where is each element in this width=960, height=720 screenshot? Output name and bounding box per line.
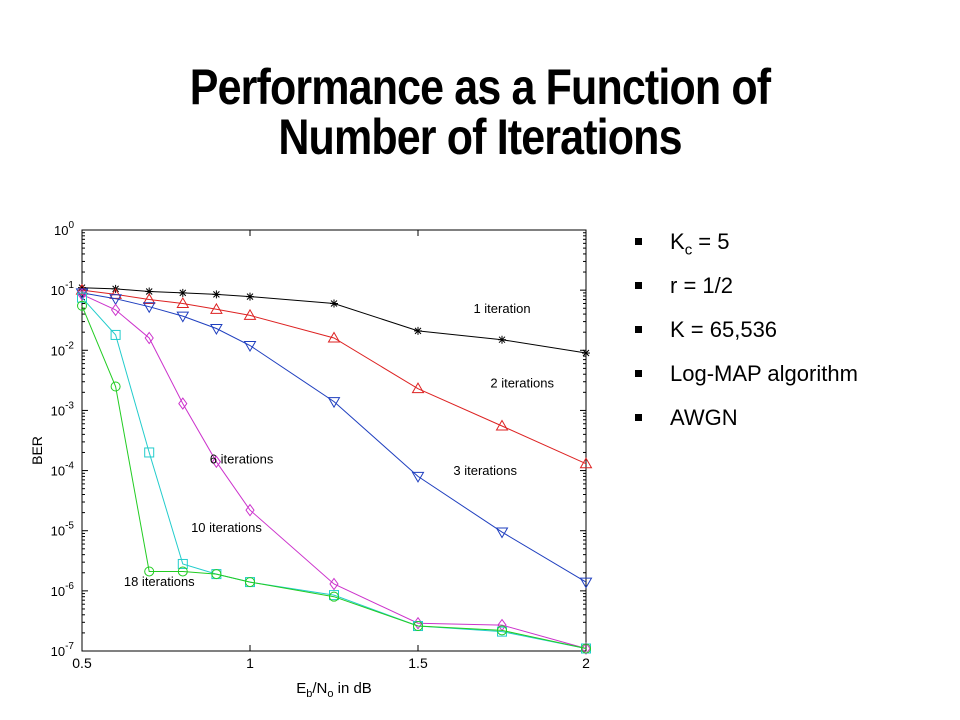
data-point xyxy=(110,329,121,340)
data-point xyxy=(210,324,223,336)
data-point xyxy=(245,577,255,588)
data-point xyxy=(411,471,425,483)
bullet-item: Log-MAP algorithm xyxy=(632,358,858,402)
data-point xyxy=(243,308,257,320)
data-point xyxy=(582,349,590,358)
bullet-marker xyxy=(635,326,642,333)
bullet-item: r = 1/2 xyxy=(632,270,858,314)
data-point xyxy=(414,326,422,335)
y-tick-label: 10-6 xyxy=(51,581,75,599)
data-point xyxy=(110,303,121,317)
data-point xyxy=(144,447,155,458)
x-tick-label: 1.5 xyxy=(408,655,428,671)
data-point xyxy=(77,288,87,301)
data-point xyxy=(210,302,223,314)
data-point xyxy=(177,558,188,569)
slide-title-line-2: Number of Iterations xyxy=(278,109,682,165)
bullet-marker xyxy=(635,282,642,289)
series-line xyxy=(81,292,587,583)
x-tick-label: 1 xyxy=(246,655,254,671)
data-point xyxy=(579,457,593,469)
bullet-marker xyxy=(635,238,642,245)
data-point xyxy=(413,621,423,632)
data-point xyxy=(243,341,257,353)
slide-title: Performance as a Function of Number of I… xyxy=(119,62,841,162)
y-tick-label: 10-3 xyxy=(51,400,75,418)
data-point xyxy=(211,569,222,580)
series-annotation: 1 iteration xyxy=(473,301,530,316)
data-point xyxy=(211,455,222,469)
data-point xyxy=(176,296,190,308)
data-point xyxy=(581,643,591,654)
series-annotation: 2 iterations xyxy=(490,376,554,391)
y-tick-label: 10-5 xyxy=(51,521,75,539)
series-line xyxy=(81,305,587,649)
bullet-subscript: c xyxy=(684,241,693,259)
bullet-item: K = 65,536 xyxy=(632,314,858,358)
data-point xyxy=(498,335,506,344)
y-tick-label: 10-2 xyxy=(51,340,75,358)
data-point xyxy=(144,331,154,345)
data-point xyxy=(178,288,187,297)
data-point xyxy=(497,625,507,636)
data-point xyxy=(176,311,190,323)
x-tick-label: 2 xyxy=(582,655,590,671)
data-point xyxy=(142,302,156,314)
data-point xyxy=(411,382,425,394)
bullet-item: AWGN xyxy=(632,402,858,446)
y-tick-label: 100 xyxy=(54,220,74,238)
bullet-text: K = 65,536 xyxy=(670,317,778,342)
bullet-text: Log-MAP algorithm xyxy=(670,361,858,386)
bullet-text: AWGN xyxy=(670,405,738,430)
series-annotation: 6 iterations xyxy=(210,452,274,467)
bullet-item: Kc = 5 xyxy=(632,226,858,270)
data-point xyxy=(581,642,591,655)
data-point xyxy=(329,591,339,602)
data-point xyxy=(495,419,509,431)
data-point xyxy=(142,292,156,304)
x-axis-label: Eb/No in dB xyxy=(296,680,372,700)
data-point xyxy=(245,503,255,517)
data-point xyxy=(178,397,188,410)
data-point xyxy=(77,300,87,311)
data-point xyxy=(330,299,338,308)
y-tick-label: 10-1 xyxy=(51,280,75,298)
x-tick-label: 0.5 xyxy=(72,655,92,671)
series-line xyxy=(81,289,587,465)
data-point xyxy=(329,577,339,591)
data-point xyxy=(327,397,341,409)
data-point xyxy=(212,290,221,299)
series-annotation: 3 iterations xyxy=(453,463,517,478)
data-point xyxy=(495,527,509,539)
y-axis-label: BER xyxy=(29,436,45,465)
y-tick-label: 10-7 xyxy=(51,641,75,659)
bullet-text: K xyxy=(670,229,685,254)
bullet-list: Kc = 5 r = 1/2 K = 65,536 Log-MAP algori… xyxy=(632,226,858,446)
bullet-marker xyxy=(635,370,642,377)
plot-frame xyxy=(81,229,587,652)
series-line xyxy=(81,287,587,354)
data-point xyxy=(246,292,254,301)
data-point xyxy=(109,294,122,306)
data-point xyxy=(327,331,341,343)
series-annotation: 10 iterations xyxy=(191,520,262,535)
data-point xyxy=(579,577,593,589)
y-tick-label: 10-4 xyxy=(51,461,75,479)
data-point xyxy=(177,566,188,577)
bullet-text: r = 1/2 xyxy=(670,273,733,298)
data-point xyxy=(144,566,155,577)
series-annotation: 18 iterations xyxy=(124,574,195,589)
bullet-text-rest: = 5 xyxy=(692,229,730,254)
data-point xyxy=(110,381,121,392)
bullet-marker xyxy=(635,414,642,421)
data-point xyxy=(77,292,87,303)
series-line xyxy=(81,293,587,649)
slide-title-line-1: Performance as a Function of xyxy=(189,59,771,115)
